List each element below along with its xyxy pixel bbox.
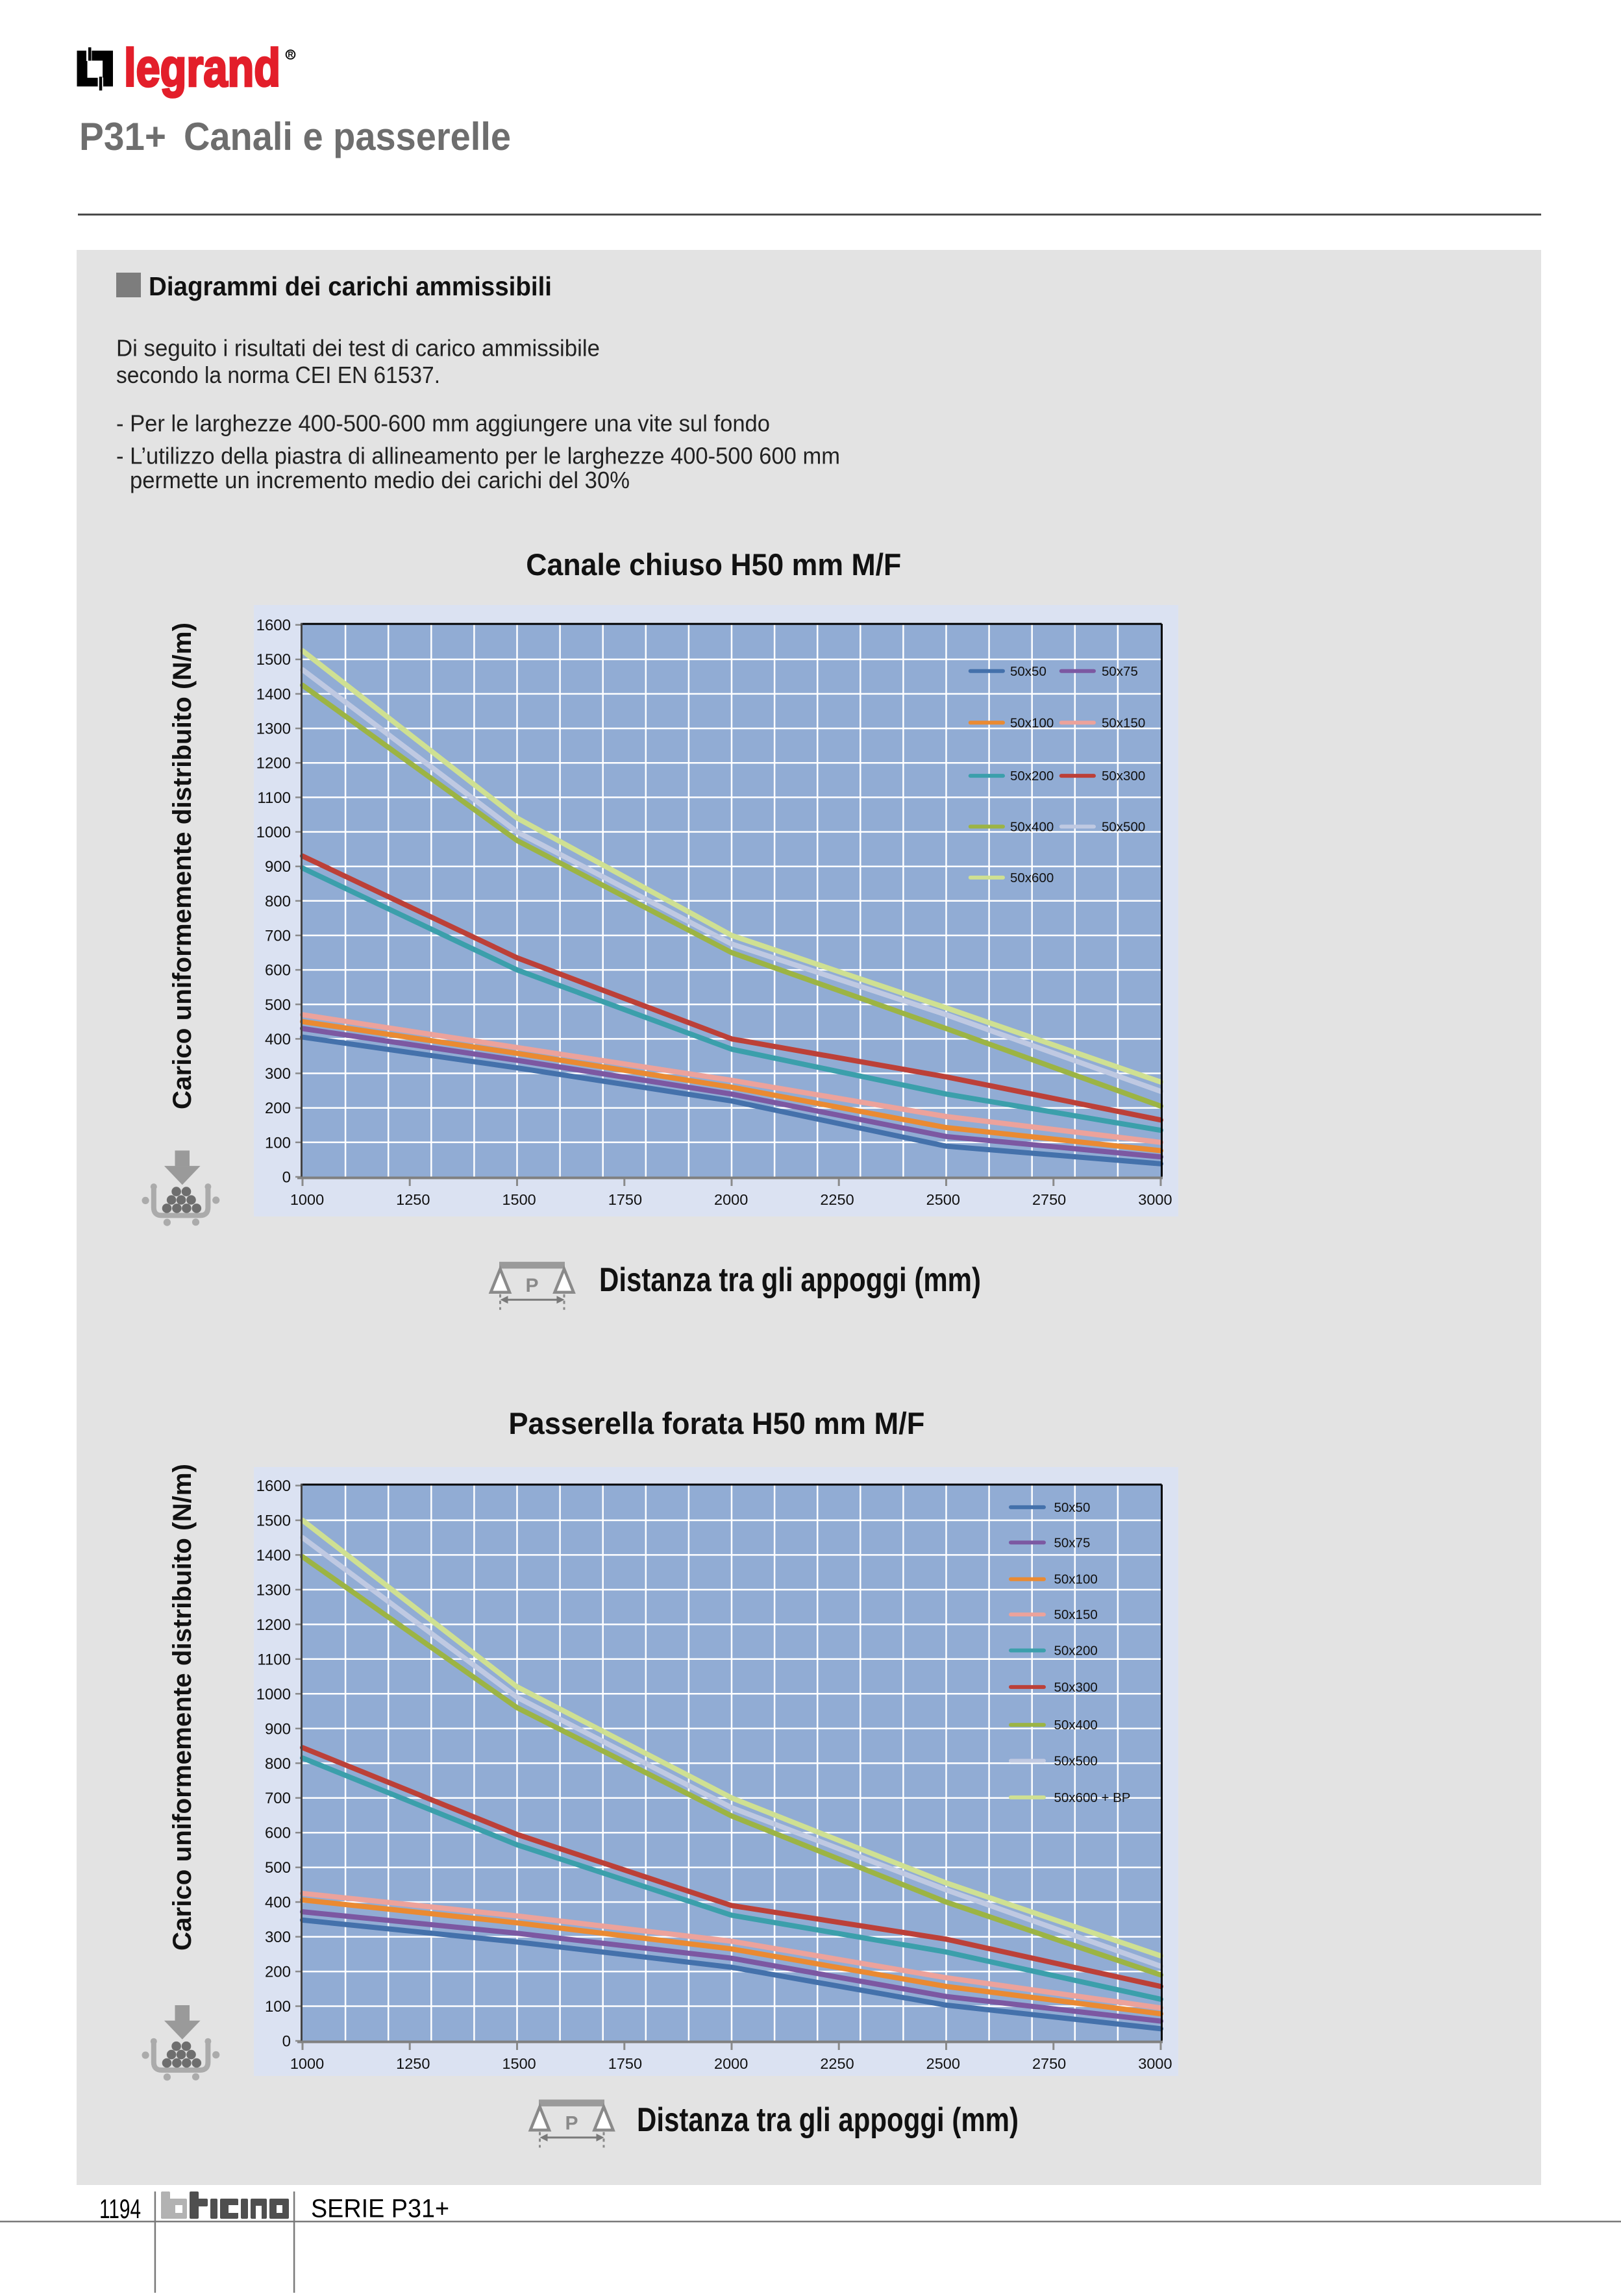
svg-text:500: 500 — [265, 1859, 291, 1877]
svg-text:2500: 2500 — [926, 2055, 960, 2072]
svg-text:1300: 1300 — [256, 1581, 291, 1599]
svg-text:1500: 1500 — [256, 651, 291, 669]
svg-text:Carico uniformemente distribui: Carico uniformemente distribuito (N/m) — [168, 623, 197, 1109]
svg-text:50x500: 50x500 — [1102, 819, 1145, 834]
svg-text:50x600 + BP: 50x600 + BP — [1054, 1790, 1131, 1805]
svg-text:600: 600 — [265, 1825, 291, 1842]
svg-text:900: 900 — [265, 1720, 291, 1738]
svg-text:1200: 1200 — [256, 1616, 291, 1634]
svg-text:P: P — [565, 2112, 578, 2134]
svg-text:Diagrammi dei carichi ammissib: Diagrammi dei carichi ammissibili — [149, 271, 552, 301]
svg-text:800: 800 — [265, 893, 291, 910]
svg-text:50x100: 50x100 — [1054, 1572, 1098, 1587]
svg-text:2250: 2250 — [820, 1191, 854, 1208]
svg-text:800: 800 — [265, 1755, 291, 1773]
svg-text:P31+: P31+ — [79, 115, 166, 158]
svg-text:50x300: 50x300 — [1054, 1680, 1098, 1695]
svg-text:secondo la norma CEI EN 61537.: secondo la norma CEI EN 61537. — [116, 362, 440, 388]
svg-text:700: 700 — [265, 1790, 291, 1807]
svg-text:200: 200 — [265, 1964, 291, 1981]
svg-text:600: 600 — [265, 962, 291, 980]
svg-text:400: 400 — [265, 1031, 291, 1048]
svg-text:Passerella forata H50 mm M/F: Passerella forata H50 mm M/F — [508, 1406, 924, 1440]
svg-text:1000: 1000 — [290, 2055, 324, 2072]
svg-text:200: 200 — [265, 1100, 291, 1117]
svg-text:1600: 1600 — [256, 617, 291, 634]
svg-text:400: 400 — [265, 1894, 291, 1912]
svg-text:Distanza tra gli appoggi (mm): Distanza tra gli appoggi (mm) — [637, 2101, 1019, 2139]
svg-text:1400: 1400 — [256, 1547, 291, 1564]
svg-text:1300: 1300 — [256, 721, 291, 738]
svg-text:2250: 2250 — [820, 2055, 854, 2072]
svg-text:1100: 1100 — [257, 789, 291, 807]
svg-text:1600: 1600 — [256, 1477, 291, 1495]
svg-text:1750: 1750 — [608, 2055, 642, 2072]
svg-text:50x75: 50x75 — [1054, 1535, 1091, 1550]
svg-text:2750: 2750 — [1032, 1191, 1066, 1208]
svg-text:1750: 1750 — [608, 1191, 642, 1208]
svg-text:1194: 1194 — [99, 2193, 141, 2224]
svg-text:1400: 1400 — [256, 685, 291, 703]
svg-text:- L’utilizzo della piastra di: - L’utilizzo della piastra di allineamen… — [116, 443, 840, 469]
svg-text:legrand: legrand — [124, 39, 280, 98]
svg-text:0: 0 — [282, 1169, 291, 1187]
svg-text:50x50: 50x50 — [1054, 1500, 1091, 1515]
svg-text:1500: 1500 — [256, 1512, 291, 1530]
svg-text:2000: 2000 — [714, 1191, 748, 1208]
svg-text:1500: 1500 — [502, 1191, 536, 1208]
svg-text:100: 100 — [265, 1998, 291, 2016]
svg-text:Canali e passerelle: Canali e passerelle — [184, 115, 511, 158]
svg-text:50x50: 50x50 — [1010, 664, 1046, 679]
svg-text:300: 300 — [265, 1065, 291, 1083]
svg-text:900: 900 — [265, 858, 291, 876]
svg-text:500: 500 — [265, 996, 291, 1014]
svg-text:SERIE P31+: SERIE P31+ — [311, 2194, 449, 2223]
svg-text:300: 300 — [265, 1929, 291, 1946]
svg-text:100: 100 — [265, 1134, 291, 1152]
svg-text:50x100: 50x100 — [1010, 715, 1054, 730]
svg-text:Distanza tra gli appoggi (mm): Distanza tra gli appoggi (mm) — [599, 1261, 981, 1299]
svg-text:1500: 1500 — [502, 2055, 536, 2072]
svg-text:50x150: 50x150 — [1054, 1607, 1098, 1622]
svg-text:1000: 1000 — [256, 824, 291, 841]
svg-text:50x200: 50x200 — [1010, 769, 1054, 784]
svg-text:permette un incremento medio d: permette un incremento medio dei carichi… — [130, 467, 630, 493]
svg-text:50x150: 50x150 — [1102, 715, 1145, 730]
svg-text:R: R — [288, 51, 293, 59]
svg-text:1250: 1250 — [396, 1191, 430, 1208]
svg-text:1100: 1100 — [257, 1651, 291, 1668]
svg-text:3000: 3000 — [1138, 1191, 1172, 1208]
svg-text:- Per le larghezze 400-500-600: - Per le larghezze 400-500-600 mm aggiun… — [116, 410, 770, 437]
svg-text:1000: 1000 — [290, 1191, 324, 1208]
svg-text:2000: 2000 — [714, 2055, 748, 2072]
svg-text:0: 0 — [282, 2033, 291, 2051]
svg-text:1250: 1250 — [396, 2055, 430, 2072]
svg-text:50x75: 50x75 — [1102, 664, 1138, 679]
svg-text:Carico uniformemente distribui: Carico uniformemente distribuito (N/m) — [168, 1464, 197, 1951]
svg-text:Di seguito i risultati dei tes: Di seguito i risultati dei test di caric… — [116, 334, 600, 361]
svg-text:50x400: 50x400 — [1010, 819, 1054, 834]
svg-text:50x200: 50x200 — [1054, 1644, 1098, 1659]
svg-text:50x400: 50x400 — [1054, 1718, 1098, 1733]
svg-text:2500: 2500 — [926, 1191, 960, 1208]
svg-text:1200: 1200 — [256, 755, 291, 772]
svg-text:50x600: 50x600 — [1010, 870, 1054, 885]
svg-text:50x300: 50x300 — [1102, 769, 1145, 784]
svg-text:Canale chiuso H50 mm M/F: Canale chiuso H50 mm M/F — [526, 547, 901, 582]
svg-text:P: P — [525, 1275, 538, 1296]
svg-text:2750: 2750 — [1032, 2055, 1066, 2072]
svg-text:3000: 3000 — [1138, 2055, 1172, 2072]
svg-text:700: 700 — [265, 928, 291, 945]
svg-text:1000: 1000 — [256, 1686, 291, 1703]
svg-text:50x500: 50x500 — [1054, 1754, 1098, 1769]
